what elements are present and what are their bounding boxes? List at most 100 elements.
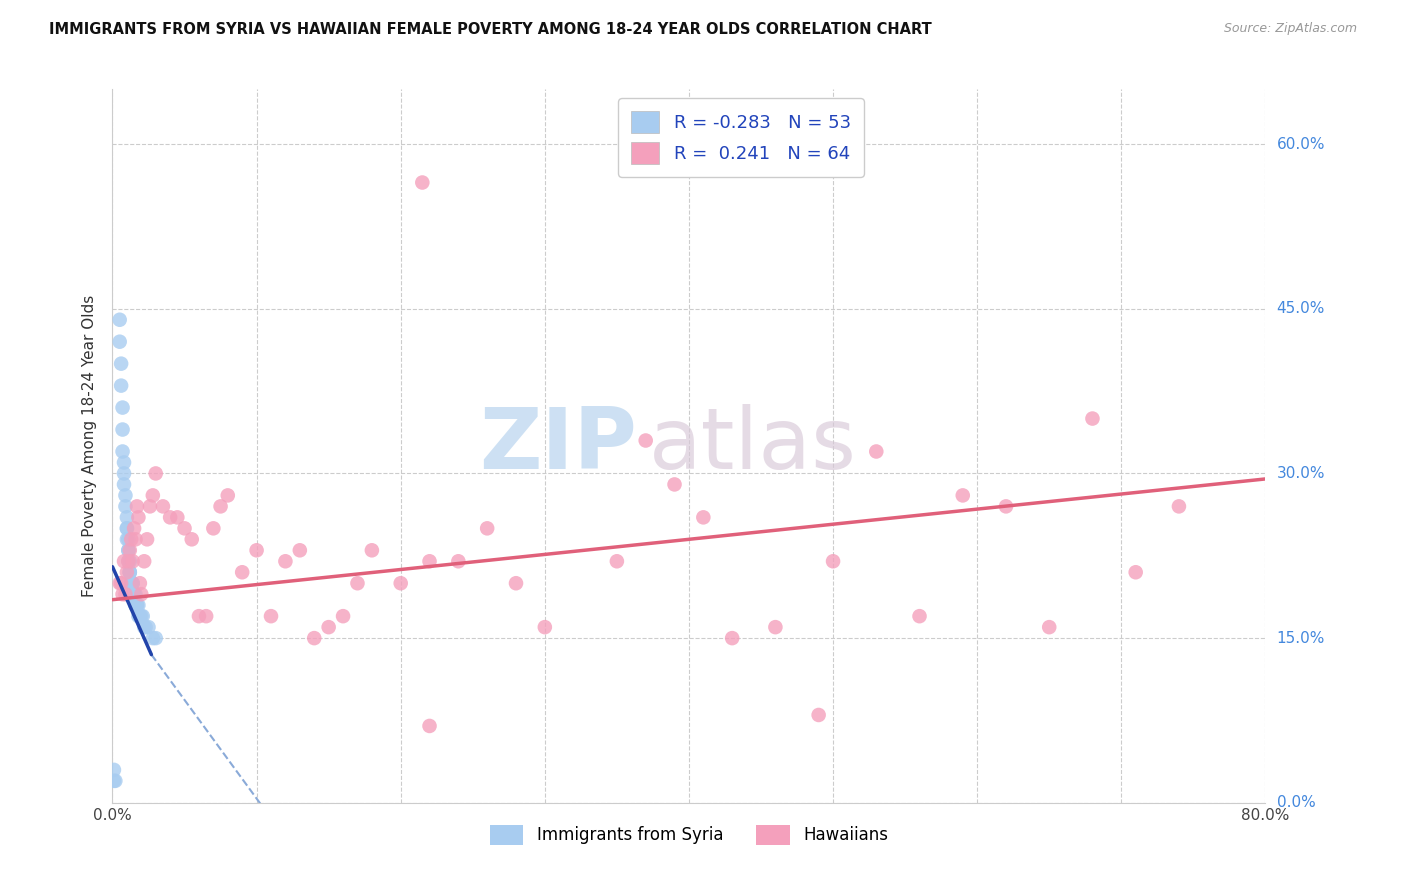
Point — [114, 500, 136, 514]
Point — [209, 500, 232, 514]
Point — [134, 554, 156, 568]
Point — [120, 576, 142, 591]
Point — [1038, 620, 1060, 634]
Point — [117, 533, 139, 547]
Point — [411, 176, 433, 190]
Point — [1081, 411, 1104, 425]
Point — [332, 609, 354, 624]
Point — [360, 543, 382, 558]
Point — [304, 631, 326, 645]
Point — [111, 587, 134, 601]
Point — [111, 401, 134, 415]
Point — [419, 554, 441, 568]
Y-axis label: Female Poverty Among 18-24 Year Olds: Female Poverty Among 18-24 Year Olds — [82, 295, 97, 597]
Point — [115, 566, 138, 580]
Point — [121, 587, 143, 601]
Point — [765, 620, 787, 634]
Point — [103, 773, 125, 788]
Point — [120, 576, 142, 591]
Point — [112, 455, 135, 469]
Point — [121, 576, 143, 591]
Point — [634, 434, 657, 448]
Point — [132, 609, 155, 624]
Point — [111, 423, 134, 437]
Point — [110, 576, 132, 591]
Point — [118, 566, 141, 580]
Point — [127, 598, 149, 612]
Point — [1125, 566, 1147, 580]
Point — [115, 521, 138, 535]
Point — [125, 598, 148, 612]
Point — [138, 620, 160, 634]
Point — [110, 357, 132, 371]
Point — [145, 467, 167, 481]
Point — [122, 521, 145, 535]
Point — [231, 566, 253, 580]
Point — [952, 488, 974, 502]
Point — [108, 334, 131, 349]
Point — [145, 631, 167, 645]
Point — [908, 609, 931, 624]
Point — [664, 477, 686, 491]
Point — [195, 609, 218, 624]
Point — [274, 554, 297, 568]
Point — [114, 587, 136, 601]
Point — [124, 598, 146, 612]
Point — [447, 554, 470, 568]
Point — [288, 543, 311, 558]
Point — [807, 708, 830, 723]
Text: Source: ZipAtlas.com: Source: ZipAtlas.com — [1223, 22, 1357, 36]
Point — [115, 521, 138, 535]
Point — [117, 554, 139, 568]
Text: 30.0%: 30.0% — [1277, 466, 1324, 481]
Point — [122, 587, 145, 601]
Point — [260, 609, 283, 624]
Point — [188, 609, 211, 624]
Point — [134, 620, 156, 634]
Text: 15.0%: 15.0% — [1277, 631, 1324, 646]
Point — [180, 533, 202, 547]
Point — [217, 488, 239, 502]
Point — [118, 566, 141, 580]
Point — [173, 521, 195, 535]
Point — [534, 620, 557, 634]
Point — [121, 576, 143, 591]
Text: atlas: atlas — [648, 404, 856, 488]
Point — [122, 587, 145, 601]
Point — [318, 620, 340, 634]
Point — [142, 631, 165, 645]
Point — [115, 510, 138, 524]
Point — [135, 620, 157, 634]
Point — [111, 444, 134, 458]
Point — [125, 500, 148, 514]
Point — [125, 598, 148, 612]
Point — [124, 598, 146, 612]
Point — [110, 378, 132, 392]
Point — [995, 500, 1018, 514]
Point — [114, 488, 136, 502]
Point — [117, 543, 139, 558]
Point — [103, 763, 125, 777]
Text: ZIP: ZIP — [479, 404, 637, 488]
Point — [127, 609, 149, 624]
Legend: Immigrants from Syria, Hawaiians: Immigrants from Syria, Hawaiians — [484, 818, 894, 852]
Point — [128, 576, 150, 591]
Point — [142, 488, 165, 502]
Point — [127, 510, 149, 524]
Point — [112, 477, 135, 491]
Point — [104, 773, 127, 788]
Point — [112, 467, 135, 481]
Point — [129, 609, 153, 624]
Point — [152, 500, 174, 514]
Text: 45.0%: 45.0% — [1277, 301, 1324, 317]
Point — [118, 554, 141, 568]
Point — [112, 554, 135, 568]
Point — [721, 631, 744, 645]
Point — [1167, 500, 1189, 514]
Point — [108, 576, 131, 591]
Point — [124, 533, 146, 547]
Point — [121, 554, 143, 568]
Text: 60.0%: 60.0% — [1277, 136, 1324, 152]
Point — [115, 533, 138, 547]
Point — [122, 587, 145, 601]
